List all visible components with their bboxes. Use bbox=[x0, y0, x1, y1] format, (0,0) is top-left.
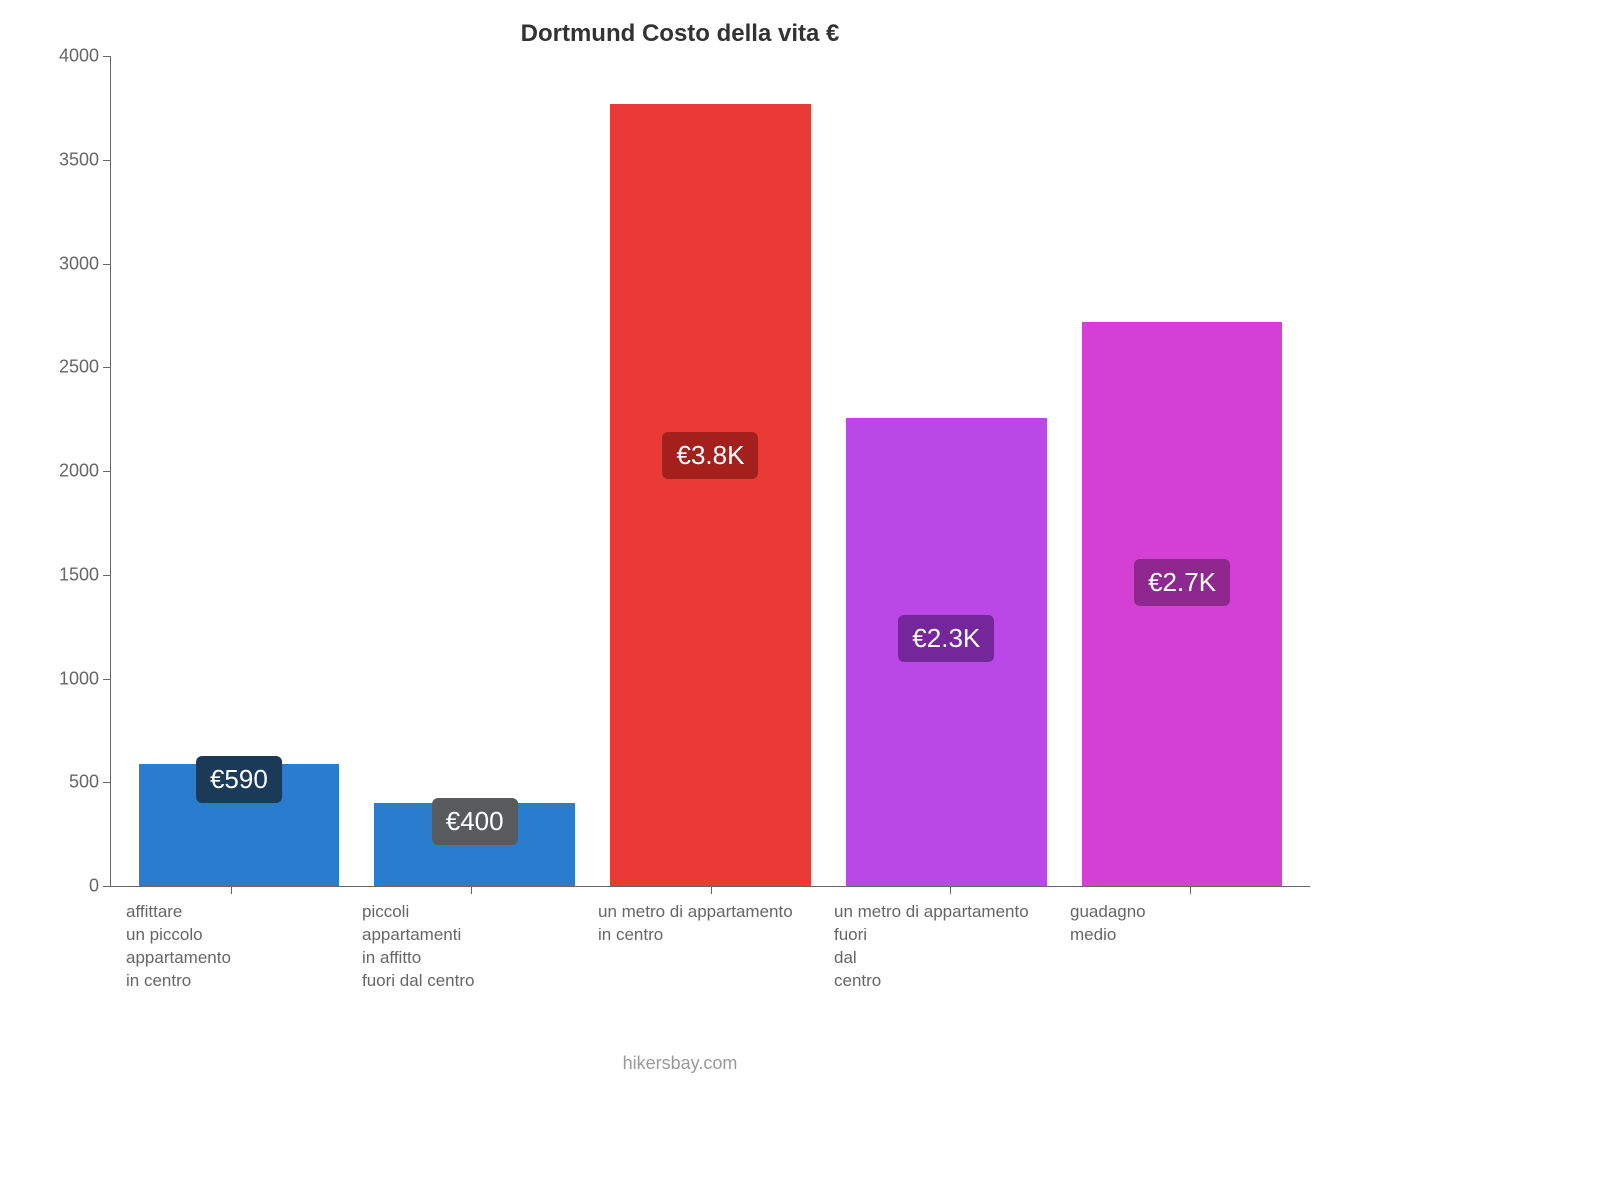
x-axis-label: affittareun piccoloappartamentoin centro bbox=[120, 901, 356, 993]
x-axis-label-line: centro bbox=[834, 970, 1058, 993]
y-tick-label: 4000 bbox=[59, 46, 111, 67]
x-axis-label-line: affittare bbox=[126, 901, 350, 924]
bar-slot: €590 bbox=[121, 56, 357, 886]
y-tick-label: 0 bbox=[89, 876, 111, 897]
x-axis-label-line: un metro di appartamento bbox=[834, 901, 1058, 924]
x-tick bbox=[950, 886, 951, 894]
chart-footer: hikersbay.com bbox=[50, 1053, 1310, 1074]
bar-value-badge: €590 bbox=[196, 756, 282, 803]
x-tick bbox=[471, 886, 472, 894]
bar-slot: €2.3K bbox=[828, 56, 1064, 886]
y-tick-label: 2000 bbox=[59, 461, 111, 482]
x-axis-label-line: un piccolo bbox=[126, 924, 350, 947]
x-tick bbox=[231, 886, 232, 894]
x-tick bbox=[1190, 886, 1191, 894]
x-axis-label-line: in centro bbox=[126, 970, 350, 993]
bar-value-badge: €3.8K bbox=[663, 432, 759, 479]
bar: €590 bbox=[139, 764, 339, 886]
y-tick-label: 500 bbox=[69, 772, 111, 793]
y-tick-label: 3000 bbox=[59, 253, 111, 274]
plot-area: €590€400€3.8K€2.3K€2.7K 0500100015002000… bbox=[110, 56, 1310, 887]
y-tick-label: 2500 bbox=[59, 357, 111, 378]
x-axis-label-line: in affitto bbox=[362, 947, 586, 970]
x-axis-label: un metro di appartamentofuoridalcentro bbox=[828, 901, 1064, 993]
bar-value-badge: €2.3K bbox=[898, 615, 994, 662]
x-axis-label-line: appartamenti bbox=[362, 924, 586, 947]
bar-slot: €2.7K bbox=[1064, 56, 1300, 886]
bar-slot: €3.8K bbox=[593, 56, 829, 886]
bar-value-badge: €400 bbox=[432, 798, 518, 845]
x-axis-label: un metro di appartamentoin centro bbox=[592, 901, 828, 993]
x-axis-labels: affittareun piccoloappartamentoin centro… bbox=[110, 887, 1310, 993]
bars-container: €590 €400 €3.8K €2.3K €2.7K bbox=[111, 56, 1310, 886]
cost-of-living-chart: Dortmund Costo della vita € €590 €400 €3.8… bbox=[50, 20, 1310, 1130]
x-axis-label-line: dal bbox=[834, 947, 1058, 970]
chart-title: Dortmund Costo della vita € bbox=[50, 20, 1310, 48]
y-tick-label: 3500 bbox=[59, 149, 111, 170]
bar-slot: €400 bbox=[357, 56, 593, 886]
x-axis-label-line: appartamento bbox=[126, 947, 350, 970]
bar-value-badge: €2.7K bbox=[1134, 559, 1230, 606]
bar: €2.3K bbox=[846, 418, 1046, 886]
x-axis-label-line: fuori dal centro bbox=[362, 970, 586, 993]
x-axis-label: guadagnomedio bbox=[1064, 901, 1300, 993]
bar: €3.8K bbox=[610, 104, 810, 886]
x-axis-label-line: fuori bbox=[834, 924, 1058, 947]
x-axis-label-line: medio bbox=[1070, 924, 1294, 947]
y-tick-label: 1000 bbox=[59, 668, 111, 689]
x-tick bbox=[711, 886, 712, 894]
x-axis-label-line: un metro di appartamento bbox=[598, 901, 822, 924]
bar: €400 bbox=[374, 803, 574, 886]
bar: €2.7K bbox=[1082, 322, 1282, 886]
y-tick-label: 1500 bbox=[59, 564, 111, 585]
x-axis-label-line: in centro bbox=[598, 924, 822, 947]
x-axis-label-line: piccoli bbox=[362, 901, 586, 924]
x-axis-label: piccoliappartamentiin affittofuori dal c… bbox=[356, 901, 592, 993]
x-axis-label-line: guadagno bbox=[1070, 901, 1294, 924]
